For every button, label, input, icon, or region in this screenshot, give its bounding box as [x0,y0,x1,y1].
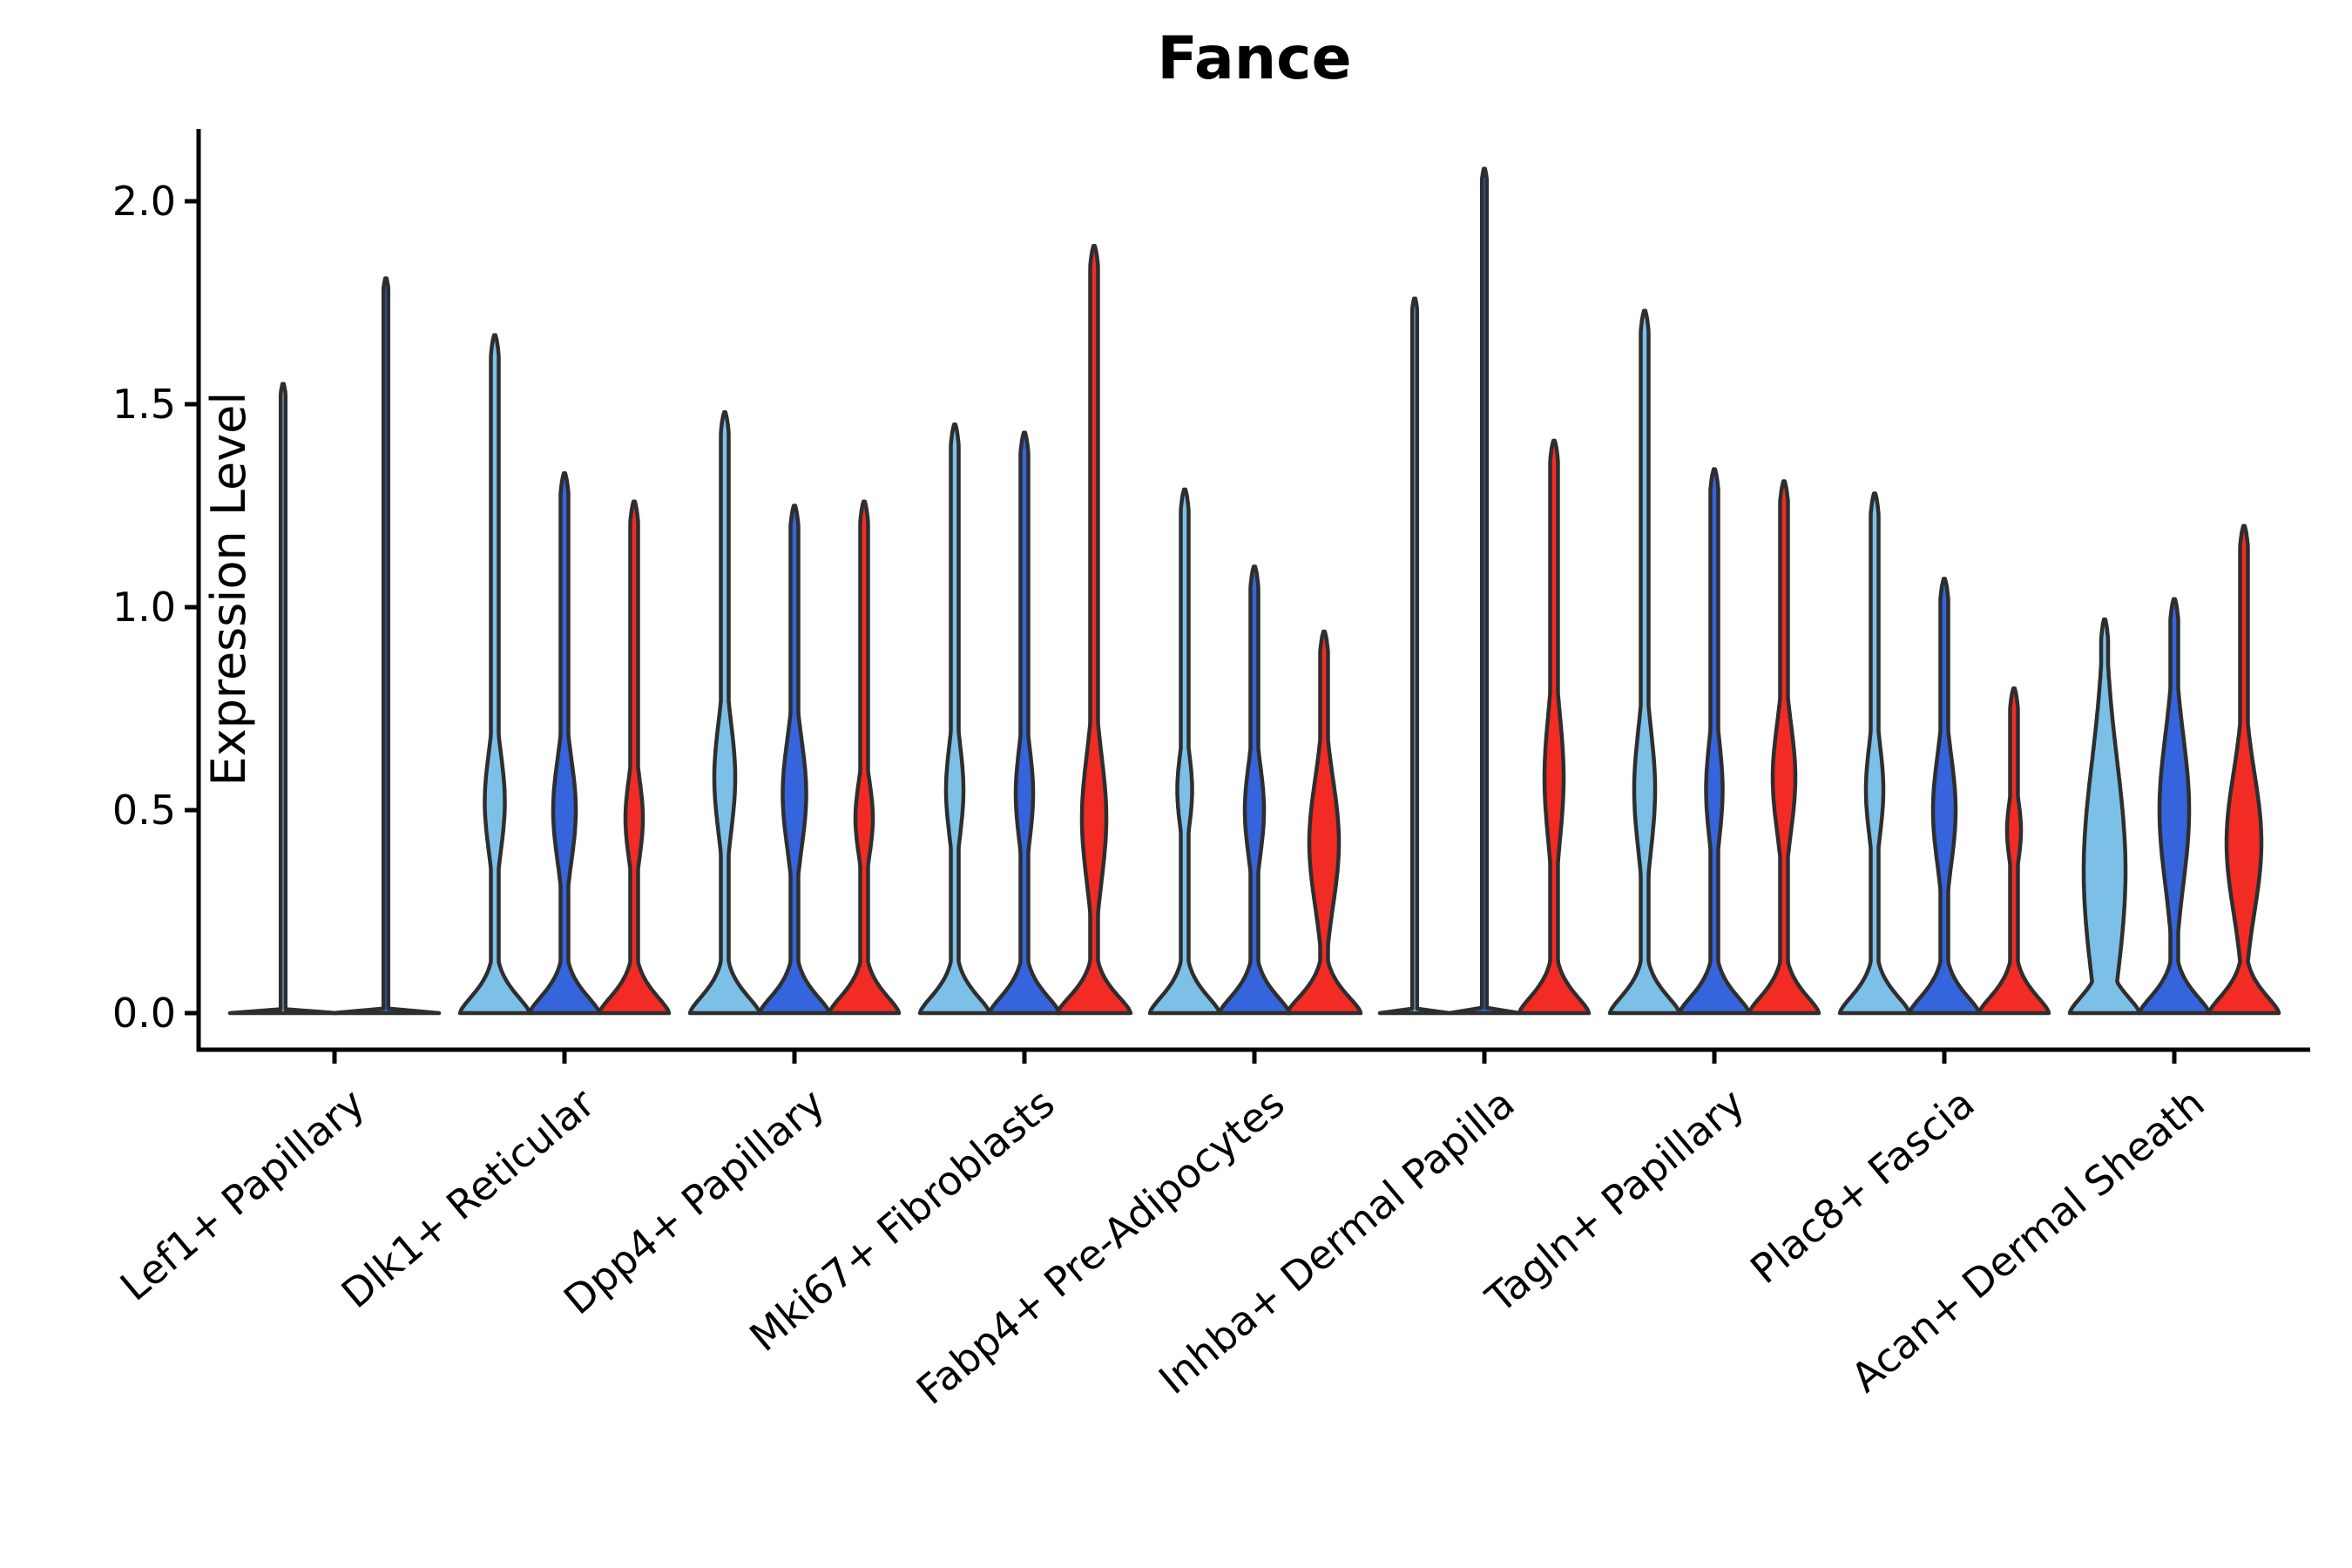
violin-Tagln+-red [1747,479,1821,1016]
violin-Inhba+-lightblue [1377,296,1452,1016]
y-tick-label: 2.0 [112,178,176,225]
violin-Acan+-blue [2137,597,2212,1016]
violin-Dlk1+-blue [527,470,602,1016]
violin-Dlk1+-lightblue [457,333,532,1016]
violin-Plac8+-lightblue [1837,491,1912,1016]
violin-Mki67+-lightblue [917,422,992,1016]
y-tick-label: 0.5 [112,787,176,834]
violin-Lef1+-blue [330,276,442,1016]
chart-title: Fance [1157,24,1352,93]
violin-Acan+-red [2207,524,2281,1016]
violin-Fabp4+-lightblue [1147,487,1222,1016]
violin-Tagln+-blue [1677,467,1752,1016]
violin-Dpp4+-blue [757,504,832,1016]
violin-Inhba+-blue [1447,166,1522,1016]
violin-Plac8+-red [1977,686,2051,1016]
violin-Fabp4+-blue [1217,564,1292,1016]
y-tick-label: 1.5 [112,381,176,428]
violin-Mki67+-blue [987,430,1062,1016]
violin-Plac8+-blue [1907,577,1982,1016]
violin-Lef1+-lightblue [227,382,339,1016]
violin-Mki67+-red [1055,244,1133,1016]
violin-Tagln+-lightblue [1607,308,1682,1016]
y-tick-label: 1.0 [112,584,176,631]
violin-Dpp4+-lightblue [687,410,762,1016]
violin-Fabp4+-red [1285,629,1363,1016]
violin-Acan+-lightblue [2067,617,2142,1016]
y-tick-label: 0.0 [112,990,176,1037]
violin-Inhba+-red [1517,438,1592,1016]
violin-Dlk1+-red [597,499,672,1016]
violin-Dpp4+-red [827,499,902,1016]
